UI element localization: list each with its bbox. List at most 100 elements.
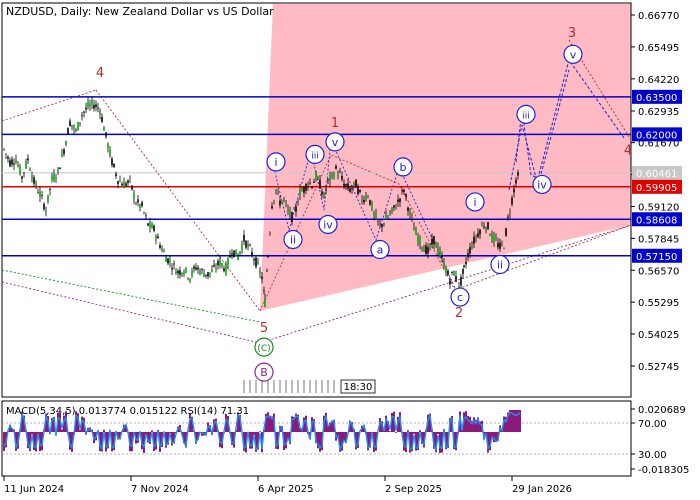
wave-label-ring xyxy=(516,104,536,124)
candle-body xyxy=(19,166,21,175)
candle-body xyxy=(481,224,483,227)
candle-body xyxy=(103,127,105,131)
candle-body xyxy=(169,260,171,263)
candle-body xyxy=(211,269,213,272)
candle-body xyxy=(266,270,268,272)
candle-body xyxy=(383,223,385,225)
candle-body xyxy=(393,205,395,208)
candle-body xyxy=(409,211,411,215)
candle-body xyxy=(289,210,291,216)
candle-body xyxy=(73,126,75,130)
candle-body xyxy=(213,264,215,267)
candle-body xyxy=(141,202,143,206)
candle-body xyxy=(449,280,451,285)
chart-title: NZDUSD, Daily: New Zealand Dollar vs US … xyxy=(6,5,274,18)
candle-body xyxy=(209,272,211,274)
wave-label-ring xyxy=(450,287,470,307)
candle-body xyxy=(171,267,173,270)
candle-body xyxy=(321,191,323,195)
candle-body xyxy=(460,276,462,286)
candle-body xyxy=(451,271,453,273)
candle-body xyxy=(341,175,343,180)
candle-body xyxy=(59,167,61,170)
candle-body xyxy=(199,270,201,275)
candle-body xyxy=(185,267,187,272)
candle-body xyxy=(471,245,473,249)
rsi-line xyxy=(3,411,521,453)
candle-body xyxy=(105,132,107,137)
level-badge xyxy=(632,127,682,142)
wave-label-ring xyxy=(465,192,485,212)
candle-body xyxy=(293,208,295,210)
candle-body xyxy=(381,224,383,228)
candle-body xyxy=(5,153,7,155)
candle-body xyxy=(403,189,405,193)
candle-body xyxy=(25,161,27,168)
candle-body xyxy=(229,254,231,258)
candle-body xyxy=(117,181,119,185)
candle-body xyxy=(311,186,313,189)
candle-body xyxy=(323,192,325,198)
candle-body xyxy=(153,225,155,232)
candle-body xyxy=(207,272,209,277)
candle-body xyxy=(75,129,77,131)
candle-body xyxy=(279,200,281,206)
candle-body xyxy=(167,258,169,264)
candle-body xyxy=(319,179,321,189)
candle-body xyxy=(131,185,133,190)
wave-label-ring xyxy=(318,214,338,235)
candle-body xyxy=(345,184,347,186)
candle-body xyxy=(31,175,33,179)
candle-body xyxy=(401,189,403,191)
wave-label-ring xyxy=(532,174,552,195)
candle-body xyxy=(263,290,265,292)
date-tick-label: 2 Sep 2025 xyxy=(385,484,442,495)
candle-body xyxy=(331,172,333,176)
candle-body xyxy=(264,299,266,307)
wave-label-ring xyxy=(305,144,325,164)
candle-body xyxy=(439,250,441,257)
candle-body xyxy=(195,267,197,270)
candle-body xyxy=(299,188,301,196)
price-tick-label: 0.65495 xyxy=(638,43,679,54)
wave-label-circled: i xyxy=(473,196,476,209)
candle-body xyxy=(435,241,437,248)
candle-body xyxy=(501,243,503,244)
wave-label-circled: i xyxy=(274,156,277,169)
candle-body xyxy=(237,256,239,260)
candle-body xyxy=(15,159,17,164)
candle-body xyxy=(301,190,303,192)
candle-body xyxy=(267,255,269,258)
candle-body xyxy=(423,248,425,252)
candle-body xyxy=(51,175,53,180)
candle-body xyxy=(147,223,149,226)
candle-body xyxy=(437,246,439,253)
candle-body xyxy=(113,163,115,168)
candle-body xyxy=(89,103,91,107)
candle-body xyxy=(413,227,415,231)
candle-body xyxy=(367,196,369,198)
wave-label-circled: ii xyxy=(290,233,296,246)
candle-body xyxy=(361,198,363,202)
candle-body xyxy=(37,192,39,194)
candle-body xyxy=(462,268,464,274)
candle-body xyxy=(197,267,199,270)
candle-body xyxy=(219,259,221,266)
candle-body xyxy=(495,238,497,240)
candle-body xyxy=(95,104,97,108)
candle-body xyxy=(121,183,123,186)
candle-body xyxy=(405,193,407,197)
candle-body xyxy=(177,270,179,274)
candle-body xyxy=(77,122,79,131)
candle-body xyxy=(467,253,469,258)
candle-body xyxy=(395,207,397,209)
wave-label-ring xyxy=(325,132,345,152)
candle-body xyxy=(427,247,429,254)
candle-body xyxy=(363,199,365,203)
candle-body xyxy=(255,257,257,268)
candle-body xyxy=(511,197,513,205)
wave-label-circled: iii xyxy=(311,151,319,161)
candle-body xyxy=(231,253,233,255)
candle-body xyxy=(149,221,151,228)
